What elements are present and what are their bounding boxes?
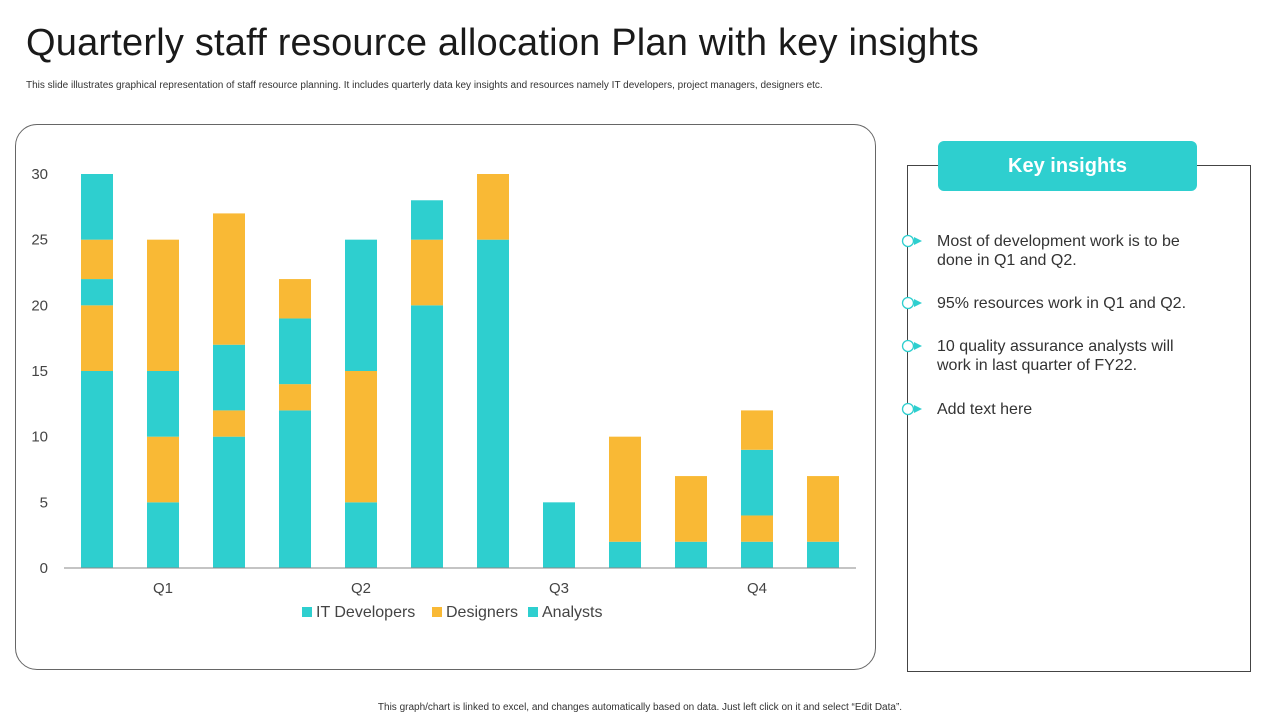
legend-swatch	[302, 607, 312, 617]
arrow-bullet-icon	[901, 402, 922, 416]
insight-item: Most of development work is to be done i…	[901, 232, 1201, 270]
bar-segment-it-developers	[213, 436, 245, 568]
bar-segment-designers	[81, 305, 113, 371]
insight-item: Add text here	[901, 400, 1201, 419]
bar-segment-it-developers	[345, 502, 377, 568]
bar-segment-analysts	[81, 279, 113, 306]
bar-segment-designers	[279, 279, 311, 319]
y-tick-label: 10	[31, 429, 48, 446]
legend-label: Designers	[446, 604, 518, 621]
insight-text: 95% resources work in Q1 and Q2.	[937, 295, 1187, 312]
bar-segment-it-developers	[741, 541, 773, 568]
y-tick-label: 30	[31, 166, 48, 183]
bar-segment-designers	[741, 410, 773, 450]
bar-segment-it-developers	[81, 371, 113, 568]
bar-segment-analysts	[147, 371, 179, 437]
page-subtitle: This slide illustrates graphical represe…	[26, 80, 823, 91]
arrow-bullet-icon	[901, 234, 922, 248]
bar-segment-it-developers	[279, 410, 311, 568]
bar-segment-designers	[807, 476, 839, 542]
bar-segment-analysts	[213, 344, 245, 411]
legend-label: Analysts	[542, 604, 602, 621]
footer-note: This graph/chart is linked to excel, and…	[377, 702, 903, 713]
bar-segment-it-developers	[609, 541, 641, 568]
x-tick-label: Q2	[351, 580, 371, 597]
bar-segment-designers	[477, 174, 509, 240]
bar-segment-it-developers	[411, 305, 443, 568]
bar-segment-analysts	[279, 318, 311, 385]
x-tick-label: Q1	[153, 580, 173, 597]
bar-segment-designers	[279, 384, 311, 411]
x-tick-label: Q4	[747, 580, 767, 597]
legend-label: IT Developers	[316, 604, 415, 621]
insights-header: Key insights	[938, 141, 1197, 191]
bar-segment-it-developers	[543, 502, 575, 568]
bar-segment-designers	[213, 410, 245, 437]
y-tick-label: 5	[40, 494, 48, 511]
legend-swatch	[528, 607, 538, 617]
bar-segment-it-developers	[477, 239, 509, 568]
bar-segment-analysts	[345, 239, 377, 371]
bar-segment-it-developers	[675, 541, 707, 568]
bar-segment-analysts	[741, 449, 773, 516]
page-title: Quarterly staff resource allocation Plan…	[26, 22, 979, 64]
insight-text: 10 quality assurance analysts will work …	[937, 338, 1174, 374]
bar-segment-designers	[675, 476, 707, 542]
bar-segment-analysts	[411, 200, 443, 240]
bar-segment-designers	[411, 239, 443, 306]
arrow-bullet-icon	[901, 296, 922, 310]
chart-card[interactable]: 0 5 10 15 20 25 30 Q1 Q2 Q3 Q4 IT Developers Designe…	[15, 124, 876, 670]
bar-segment-designers	[741, 515, 773, 542]
bar-segment-designers	[81, 239, 113, 280]
bar-segment-designers	[213, 213, 245, 345]
insight-text: Most of development work is to be done i…	[937, 233, 1180, 269]
bar-segment-designers	[147, 239, 179, 371]
stacked-bar-chart[interactable]: 0 5 10 15 20 25 30 Q1 Q2 Q3 Q4 IT Developers Designe…	[16, 125, 877, 671]
legend-swatch	[432, 607, 442, 617]
bar-segment-it-developers	[147, 502, 179, 568]
insight-text: Add text here	[937, 401, 1033, 418]
y-tick-label: 20	[31, 297, 48, 314]
arrow-bullet-icon	[901, 339, 922, 353]
bar-segment-designers	[609, 436, 641, 542]
insight-item: 95% resources work in Q1 and Q2.	[901, 294, 1201, 313]
bar-segment-designers	[147, 436, 179, 503]
bar-segment-designers	[345, 371, 377, 503]
bar-segment-it-developers	[807, 541, 839, 568]
bar-segment-analysts	[81, 174, 113, 240]
y-tick-label: 0	[40, 560, 48, 577]
insight-item: 10 quality assurance analysts will work …	[901, 337, 1201, 375]
x-tick-label: Q3	[549, 580, 569, 597]
y-tick-label: 25	[31, 232, 48, 249]
y-tick-label: 15	[31, 363, 48, 380]
